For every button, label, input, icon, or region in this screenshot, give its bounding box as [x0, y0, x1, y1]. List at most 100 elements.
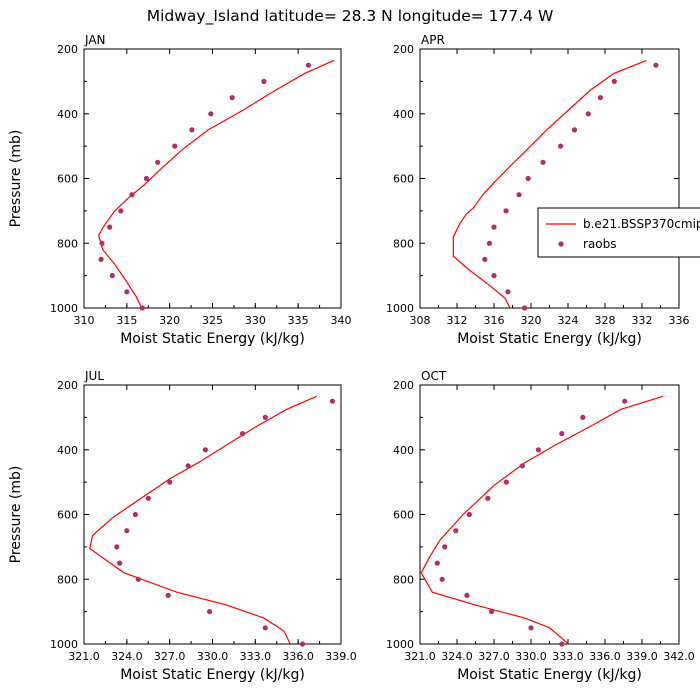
- x-tick-label: 324.0: [441, 650, 473, 663]
- raobs-point: [98, 256, 104, 262]
- panel-label: JUL: [84, 369, 104, 383]
- raobs-point: [434, 560, 440, 566]
- y-tick-label: 600: [393, 509, 414, 522]
- x-tick-label: 342.0: [663, 650, 695, 663]
- x-tick-label: 321.0: [68, 650, 100, 663]
- x-tick-label: 312: [447, 314, 468, 327]
- x-tick-label: 330.0: [197, 650, 229, 663]
- model-line: [97, 59, 335, 308]
- raobs-point: [239, 431, 246, 437]
- raobs-point: [329, 398, 335, 404]
- x-tick-label: 330.0: [515, 650, 547, 663]
- panel-jan: 310 315 320 325 330 335 340 200 400 600 800 1000 JAN…: [8, 33, 352, 347]
- raobs-point: [442, 544, 448, 550]
- y-tick-label: 800: [393, 573, 414, 586]
- raobs-point: [208, 111, 214, 117]
- raobs-point: [207, 609, 213, 615]
- plot-frame: [419, 48, 680, 309]
- x-tick-label: 339.0: [325, 650, 357, 663]
- model-line: [420, 395, 664, 644]
- x-tick-label: 320: [521, 314, 542, 327]
- y-tick-label: 800: [57, 573, 78, 586]
- x-tick-label: 328: [595, 314, 616, 327]
- raobs-point: [611, 78, 617, 84]
- y-tick-label: 200: [393, 379, 414, 392]
- raobs-point: [262, 625, 268, 631]
- raobs-point: [528, 625, 534, 631]
- x-tick-label: 327.0: [478, 650, 510, 663]
- raobs-point: [132, 511, 138, 518]
- y-axis-label: Pressure (mb): [8, 130, 24, 228]
- raobs-point: [488, 609, 495, 615]
- raobs-point: [299, 641, 306, 647]
- x-tick-label: 327.0: [154, 650, 186, 663]
- raobs-point: [114, 544, 120, 550]
- raobs-point: [491, 224, 497, 230]
- x-axis-label: Moist Static Energy (kJ/kg): [457, 331, 642, 347]
- raobs-point: [558, 143, 564, 149]
- panel-jul: 321.0 324.0 327.0 330.0 333.0 336.0 339.0 200 40…: [8, 369, 357, 683]
- raobs-point: [305, 62, 311, 68]
- x-tick-label: 324.0: [111, 650, 143, 663]
- raobs-point: [482, 256, 488, 262]
- panel-apr: 308 312 316 320 324 328 332 336 200 400 600 800 1000…: [386, 33, 690, 347]
- y-tick-label: 400: [57, 444, 78, 457]
- raobs-point: [202, 447, 208, 453]
- legend-obs-label: raobs: [583, 237, 617, 251]
- x-tick-label: 340: [331, 314, 352, 327]
- y-tick-label: 1000: [50, 302, 78, 315]
- panel-label: APR: [421, 33, 445, 47]
- raobs-point: [167, 479, 173, 485]
- panel-label: JAN: [84, 33, 106, 47]
- y-tick-label: 200: [393, 43, 414, 56]
- panel-label: OCT: [421, 369, 447, 383]
- raobs-point: [165, 592, 171, 599]
- raobs-point: [559, 641, 565, 647]
- raobs-point: [571, 127, 578, 133]
- legend: b.e21.BSSP370cmip raobs: [537, 207, 700, 258]
- y-tick-label: 600: [57, 509, 78, 522]
- plot-frame: [419, 384, 680, 645]
- x-tick-label: 316: [484, 314, 505, 327]
- raobs-point: [189, 127, 195, 133]
- y-tick-label: 200: [57, 43, 78, 56]
- x-tick-label: 333.0: [240, 650, 272, 663]
- plot-frame: [83, 384, 342, 645]
- raobs-point: [503, 479, 509, 485]
- model-line: [89, 395, 317, 644]
- raobs-point: [580, 414, 586, 420]
- x-tick-label: 336: [669, 314, 690, 327]
- panel-oct: 321.0 324.0 327.0 330.0 333.0 336.0 339.0 342.0…: [386, 369, 695, 683]
- raobs-point: [124, 289, 130, 295]
- raobs-point: [466, 511, 472, 518]
- raobs-point: [559, 431, 565, 437]
- x-tick-label: 335: [288, 314, 309, 327]
- y-tick-label: 1000: [50, 638, 78, 651]
- raobs-point: [653, 62, 659, 68]
- x-tick-label: 332: [632, 314, 653, 327]
- raobs-point: [597, 95, 604, 101]
- x-tick-label: 330: [245, 314, 266, 327]
- y-tick-label: 400: [393, 444, 414, 457]
- raobs-point: [109, 273, 115, 279]
- x-axis-label: Moist Static Energy (kJ/kg): [120, 667, 305, 683]
- raobs-point: [585, 111, 591, 117]
- y-tick-label: 1000: [386, 302, 414, 315]
- x-tick-label: 320: [159, 314, 180, 327]
- legend-model-label: b.e21.BSSP370cmip: [583, 217, 700, 231]
- raobs-point: [261, 78, 267, 84]
- raobs-point: [439, 576, 445, 582]
- x-tick-label: 324: [558, 314, 579, 327]
- y-tick-label: 1000: [386, 638, 414, 651]
- raobs-point: [505, 289, 511, 295]
- x-tick-label: 315: [116, 314, 137, 327]
- x-axis-label: Moist Static Energy (kJ/kg): [457, 667, 642, 683]
- x-tick-label: 308: [410, 314, 431, 327]
- raobs-point: [516, 192, 522, 198]
- raobs-point: [622, 398, 628, 404]
- raobs-point: [503, 208, 509, 214]
- legend-point-swatch: [558, 241, 564, 247]
- x-tick-label: 321.0: [404, 650, 436, 663]
- raobs-point: [124, 528, 130, 534]
